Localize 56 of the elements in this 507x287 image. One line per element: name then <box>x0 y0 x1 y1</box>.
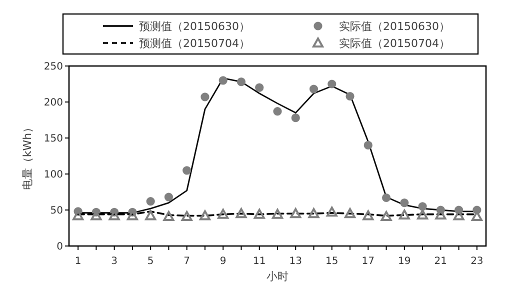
y-axis-title: 电量（kWh） <box>21 122 34 190</box>
point <box>398 210 410 220</box>
point <box>199 210 210 220</box>
x-tick-label: 15 <box>326 256 338 267</box>
point <box>254 208 265 219</box>
point <box>291 114 300 122</box>
y-tick-label: 200 <box>44 98 63 108</box>
point <box>309 84 318 94</box>
legend-label: 实际值（20150704） <box>339 37 450 50</box>
x-tick-label: 9 <box>220 256 226 267</box>
legend-label: 实际值（20150630） <box>339 20 450 33</box>
y-tick-label: 250 <box>44 62 63 72</box>
y-tick-label: 0 <box>56 242 63 252</box>
point <box>146 197 155 206</box>
x-tick-label: 19 <box>398 256 411 267</box>
point <box>326 206 338 217</box>
point <box>400 198 409 208</box>
point <box>273 107 282 116</box>
y-tick-label: 150 <box>44 134 63 144</box>
point <box>328 80 336 88</box>
x-tick-label: 7 <box>184 256 190 267</box>
x-tick-label: 23 <box>470 256 484 267</box>
x-tick-label: 5 <box>147 256 154 267</box>
x-tick-label: 1 <box>74 256 82 267</box>
point <box>362 210 374 220</box>
point <box>163 210 174 221</box>
point <box>346 92 354 101</box>
point <box>364 140 372 150</box>
point <box>308 208 320 218</box>
legend-label: 预测值（20150704） <box>139 37 250 50</box>
x-tick-label: 3 <box>111 256 118 267</box>
point <box>218 76 228 85</box>
point <box>164 192 174 202</box>
x-tick-label: 11 <box>253 256 266 267</box>
x-axis-title: 小时 <box>266 270 288 283</box>
point <box>380 210 392 221</box>
y-tick-label: 50 <box>50 206 63 216</box>
point <box>418 202 427 211</box>
x-tick-label: 17 <box>362 256 375 267</box>
y-tick-label: 100 <box>44 170 63 180</box>
point <box>145 210 156 220</box>
point <box>382 193 391 202</box>
point <box>236 78 246 86</box>
point <box>417 210 428 220</box>
point <box>255 83 264 92</box>
legend-label: 预测值（20150630） <box>139 20 250 33</box>
point <box>182 166 192 175</box>
x-tick-label: 13 <box>289 256 302 267</box>
point <box>290 208 302 218</box>
point <box>344 208 356 218</box>
point <box>200 92 210 102</box>
point <box>218 208 229 219</box>
point <box>236 208 247 218</box>
x-tick-label: 21 <box>434 256 448 267</box>
point <box>181 210 192 221</box>
point <box>272 208 283 219</box>
